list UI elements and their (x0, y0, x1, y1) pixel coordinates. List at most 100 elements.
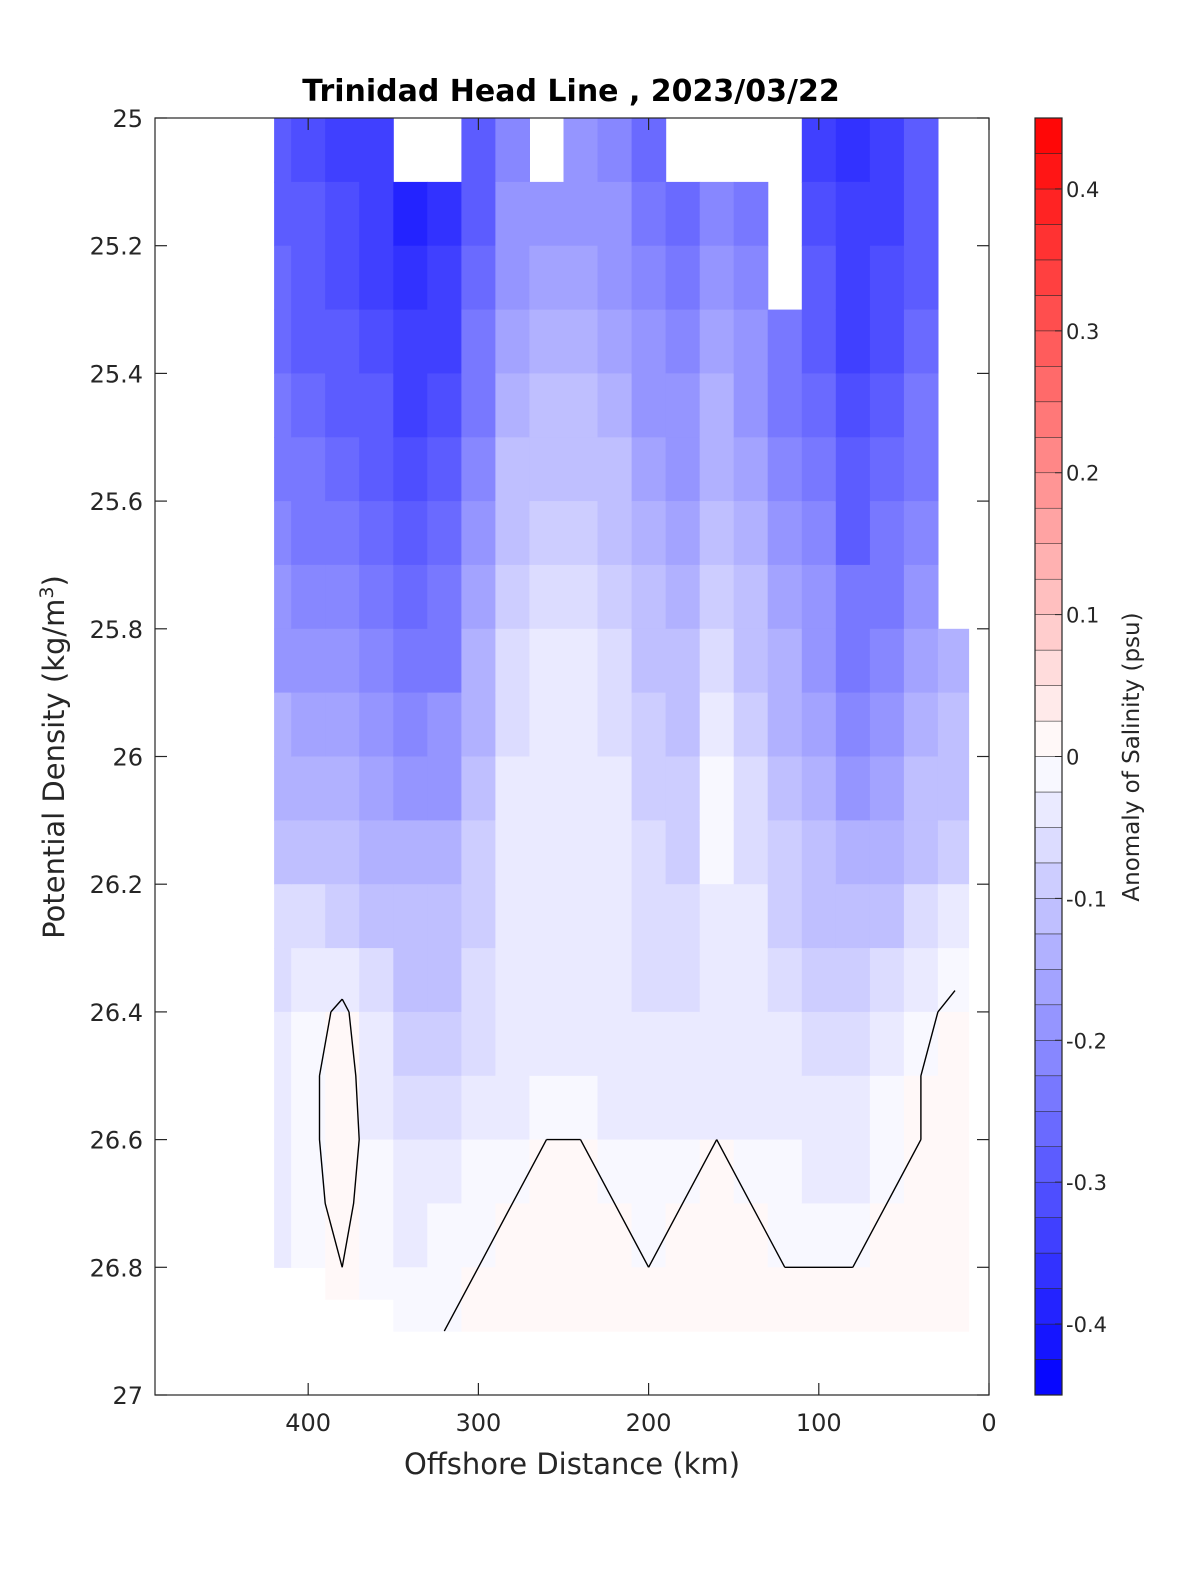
y-tick-label: 26.6 (90, 1127, 143, 1155)
y-axis-label-superscript: 3 (36, 586, 58, 598)
contour-cell (903, 309, 939, 374)
contour-cell (563, 1139, 599, 1204)
contour-cell (495, 1075, 530, 1141)
contour-cell (495, 373, 530, 438)
contour-cell (937, 692, 970, 758)
contour-cell (461, 756, 496, 821)
contour-cell (461, 564, 496, 630)
contour-cell (631, 884, 667, 949)
colorbar-swatch (1034, 1110, 1063, 1147)
contour-cell (903, 437, 939, 502)
contour-cell (631, 181, 667, 247)
contour-cell (903, 948, 939, 1013)
contour-cell (665, 437, 701, 502)
contour-cell (529, 820, 564, 885)
contour-cell (427, 756, 462, 821)
contour-cell (767, 1267, 803, 1332)
contour-cell (903, 692, 939, 758)
contour-cell (631, 1203, 667, 1268)
contour-cell (393, 628, 428, 694)
contour-cell (835, 245, 871, 311)
colorbar-swatch (1034, 188, 1063, 225)
contour-cell (903, 884, 939, 949)
contour-cell (427, 245, 462, 311)
contour-cell (274, 1139, 292, 1204)
contour-cell (427, 501, 462, 566)
contour-cell (767, 820, 803, 885)
contour-cell (461, 820, 496, 885)
colorbar-swatch (1034, 933, 1063, 970)
contour-cell (733, 756, 769, 821)
contour-cell (427, 692, 462, 758)
contour-cell (427, 181, 462, 247)
contour-cell (325, 756, 360, 821)
contour-cell (563, 820, 599, 885)
contour-cell (325, 692, 360, 758)
contour-cell (665, 373, 701, 438)
contour-cell (597, 948, 633, 1013)
contour-cell (631, 1267, 667, 1332)
colorbar-ticks: -0.4 -0.3 -0.2 -0.1 0 0.1 0.2 0.3 0.4 (1055, 178, 1107, 1337)
contour-cell (665, 1203, 701, 1268)
contour-cell (937, 948, 970, 1013)
contour-cell (325, 373, 360, 438)
y-axis-label: Potential Density (kg/m3) (36, 575, 71, 939)
contour-cell (359, 692, 394, 758)
colorbar-tick-label: 0.3 (1066, 320, 1099, 344)
contour-cell (699, 1139, 735, 1204)
contour-cell (274, 884, 292, 949)
y-tick-label: 26.8 (90, 1254, 143, 1282)
contour-cell (937, 884, 970, 949)
colorbar-swatch (1034, 366, 1063, 403)
contour-cell (495, 1203, 530, 1268)
contour-cell (903, 756, 939, 821)
contour-cell (767, 564, 803, 630)
contour-cell (903, 1139, 939, 1204)
contour-cell (274, 245, 292, 311)
contour-cell (699, 692, 735, 758)
contour-cell (631, 373, 667, 438)
contour-cell (461, 245, 496, 311)
x-tick-label: 300 (455, 1409, 501, 1437)
colorbar-swatch (1034, 437, 1063, 474)
contour-cell (495, 181, 530, 247)
contour-cell (274, 1011, 292, 1077)
contour-cell (699, 884, 735, 949)
contour-cell (495, 692, 530, 758)
contour-cell (903, 628, 939, 694)
contour-cell (665, 245, 701, 311)
contour-cell (631, 1075, 667, 1141)
colorbar-swatch (1034, 1217, 1063, 1254)
contour-cell (529, 309, 564, 374)
contour-cell (563, 756, 599, 821)
contour-cell (835, 1203, 871, 1268)
contour-cell (903, 564, 939, 630)
contour-cell (801, 948, 837, 1013)
contour-cell (835, 437, 871, 502)
contour-cell (903, 118, 939, 183)
colorbar-swatch (1034, 756, 1063, 793)
x-tick-label: 100 (796, 1409, 842, 1437)
contour-cell (631, 245, 667, 311)
contour-cell (631, 564, 667, 630)
colorbar-swatch (1034, 224, 1063, 261)
contour-cell (801, 437, 837, 502)
contour-cell (835, 1011, 871, 1077)
y-tick-label: 25 (112, 105, 143, 133)
contour-cell (597, 373, 633, 438)
contour-cell (529, 437, 564, 502)
contour-cell (597, 1267, 633, 1332)
contour-cell (869, 820, 905, 885)
contour-cell (903, 1203, 939, 1268)
contour-cell (597, 437, 633, 502)
contour-cell (461, 1203, 496, 1268)
contour-cell (529, 245, 564, 311)
contour-cell (495, 628, 530, 694)
contour-cell (801, 181, 837, 247)
contour-cell (597, 628, 633, 694)
colorbar-swatch (1034, 153, 1063, 190)
contour-cell (699, 501, 735, 566)
contour-cell (835, 501, 871, 566)
contour-cell (767, 884, 803, 949)
contour-cell (563, 692, 599, 758)
